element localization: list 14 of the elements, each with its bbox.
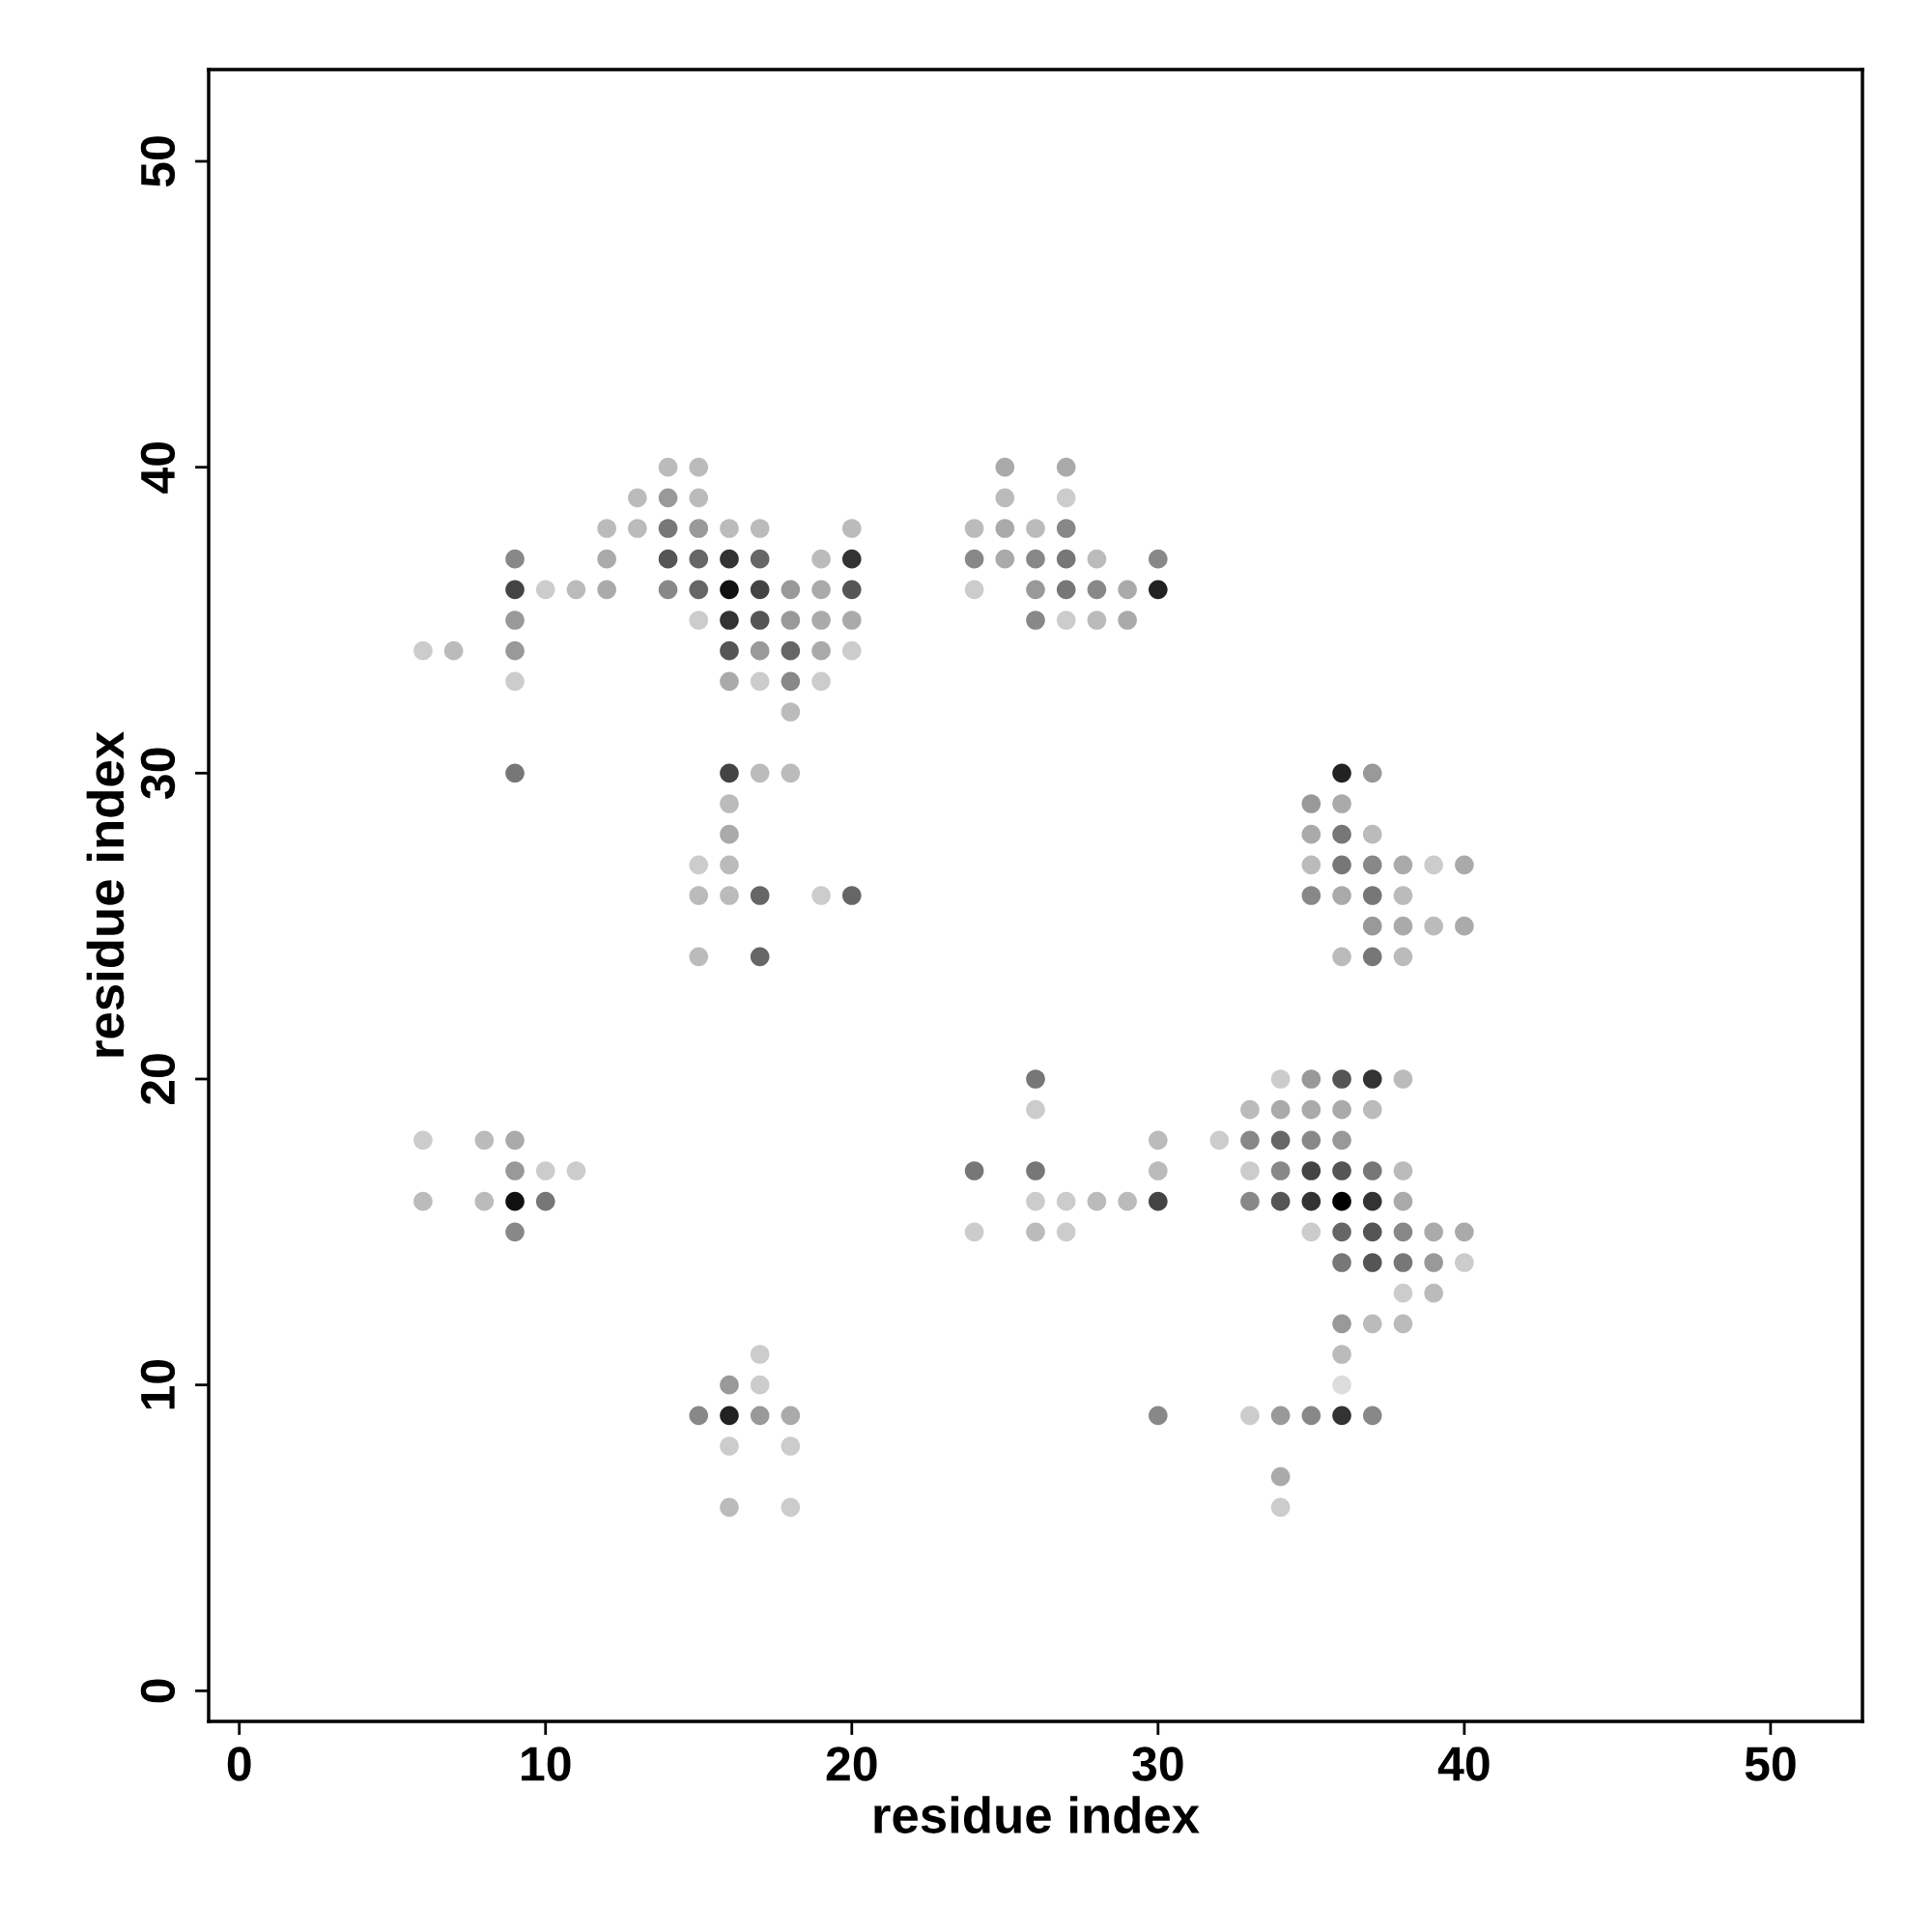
y-tick-label: 20 (140, 1054, 176, 1105)
y-axis-title: residue index (86, 731, 125, 1057)
y-tick-label: 50 (140, 136, 176, 187)
y-tick-label: 10 (140, 1359, 176, 1409)
x-axis-title: residue index (874, 1796, 1200, 1833)
y-tick-label: 0 (140, 1679, 176, 1703)
x-tick-label: 0 (227, 1747, 251, 1781)
x-tick-label: 10 (522, 1747, 571, 1781)
x-tick-label: 50 (1745, 1747, 1796, 1781)
y-tick-label: 40 (140, 441, 176, 494)
x-tick-label: 40 (1437, 1747, 1490, 1781)
x-tick-label: 20 (826, 1747, 877, 1781)
y-tick-label: 30 (140, 748, 176, 799)
x-tick-label: 30 (1132, 1747, 1183, 1781)
